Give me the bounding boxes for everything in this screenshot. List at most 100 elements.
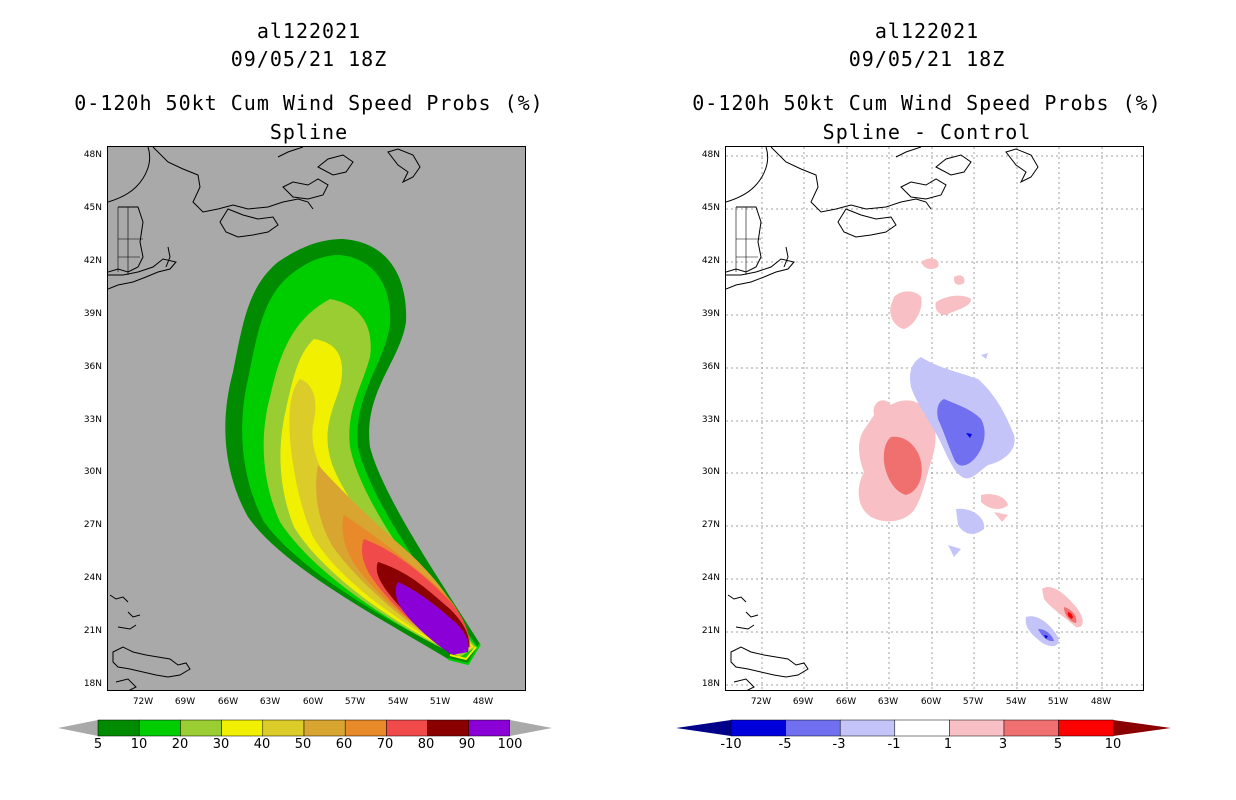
state-borders [117,207,143,275]
lat-label: 33N [701,415,720,425]
grid-lines [726,147,1143,690]
diff-pos-small-4 [953,275,965,285]
colorbar-label: 50 [294,737,312,752]
lon-label: 63W [259,697,281,707]
lat-label: 18N [83,679,102,689]
colorbar-label: 3 [998,737,1008,752]
state-borders [735,207,761,275]
lon-label: 48W [472,697,494,707]
lat-label: 27N [701,520,720,530]
colorbar-label: 20 [171,737,189,752]
colorbar-label: 30 [212,737,230,752]
chart-subtitle: Spline [269,120,349,144]
probability-map [107,146,526,691]
colorbar-box [839,719,896,737]
colorbar-label: 5 [93,737,103,752]
prob-fringe-green [447,643,481,666]
lon-label: 57W [962,697,984,707]
negative-diff-contours [910,353,1059,647]
diff-pos-lower-core [1067,612,1073,619]
diff-neg-lower-core [1044,635,1048,639]
storm-id: al122021 [874,19,980,43]
colorbar-box [949,719,1005,737]
colorbar-label: 90 [458,737,476,752]
lon-label: 54W [387,697,409,707]
storm-id: al122021 [256,19,362,43]
colorbar-low-arrow [676,720,731,736]
colorbar-boxes [97,719,511,737]
lon-label: 66W [217,697,239,707]
lat-label: 30N [83,467,102,477]
colorbar-label: -1 [887,737,901,752]
lat-label: 42N [701,256,720,266]
colorbar-label: -3 [832,737,846,752]
diff-pos-small-3 [921,258,939,270]
colorbar-label: 100 [497,737,523,752]
colorbar-box [303,719,346,737]
colorbar-box [221,719,264,737]
lon-label: 66W [835,697,857,707]
lon-label: 57W [344,697,366,707]
colorbar-label: 60 [335,737,353,752]
colorbar-label: 10 [1104,737,1122,752]
colorbar-box [138,719,181,737]
left-panel: al122021 09/05/21 18Z 0-120h 50kt Cum Wi… [58,19,552,752]
chart-subtitle: Spline - Control [822,120,1032,144]
lat-label: 21N [83,626,102,636]
colorbar-label: 80 [417,737,435,752]
lon-label: 51W [429,697,451,707]
colorbar-box [468,719,511,737]
colorbar-box [344,719,387,737]
lon-label: 51W [1047,697,1069,707]
lon-label: 72W [132,697,154,707]
colorbar-label: -5 [778,737,792,752]
forecast-date: 09/05/21 18Z [848,47,1006,71]
diff-pos-lower [1042,587,1083,628]
diff-pos-small-5 [981,494,1008,509]
colorbar-label: 40 [253,737,271,752]
lat-label: 42N [83,256,102,266]
difference-map [725,146,1144,691]
diff-pos-3-5 [883,436,922,495]
colorbar-boxes [730,719,1114,737]
diff-neg-core [966,433,972,438]
colorbar-label: -10 [720,737,742,752]
lon-label: 69W [792,697,814,707]
diff-neg-lower-inner [1038,629,1054,642]
lat-label: 39N [83,309,102,319]
lat-label: 18N [701,679,720,689]
colorbar-box [894,719,950,737]
colorbar-label: 70 [376,737,394,752]
colorbar-label: 1 [943,737,953,752]
colorbar-low-arrow [58,720,98,736]
colorbar-high-arrow [510,720,552,736]
positive-diff-contours [858,258,1083,628]
lon-label: 72W [750,697,772,707]
lat-label: 48N [701,150,720,160]
colorbar [58,719,552,737]
colorbar-box [1058,719,1114,737]
coastlines [108,147,421,690]
chart-title: 0-120h 50kt Cum Wind Speed Probs (%) [74,91,544,115]
lat-label: 45N [83,203,102,213]
lat-label: 39N [701,309,720,319]
lon-label: 54W [1005,697,1027,707]
diff-neg-tail [956,508,985,534]
colorbar-box [427,719,470,737]
lon-label: 60W [920,697,942,707]
lon-label: 48W [1090,697,1112,707]
difference-map-svg [726,147,1143,690]
diff-neg-3-5 [937,399,985,466]
lat-label: 27N [83,520,102,530]
colorbar-box [262,719,305,737]
coastlines [726,147,1039,690]
colorbar-box [785,719,841,737]
lon-label: 63W [877,697,899,707]
lat-label: 21N [701,626,720,636]
chart-title: 0-120h 50kt Cum Wind Speed Probs (%) [692,91,1162,115]
lat-label: 24N [701,573,720,583]
diff-neg-small-a [981,353,988,359]
prob-90-contour [395,582,469,655]
colorbar-high-arrow [1113,720,1171,736]
lat-label: 36N [83,362,102,372]
